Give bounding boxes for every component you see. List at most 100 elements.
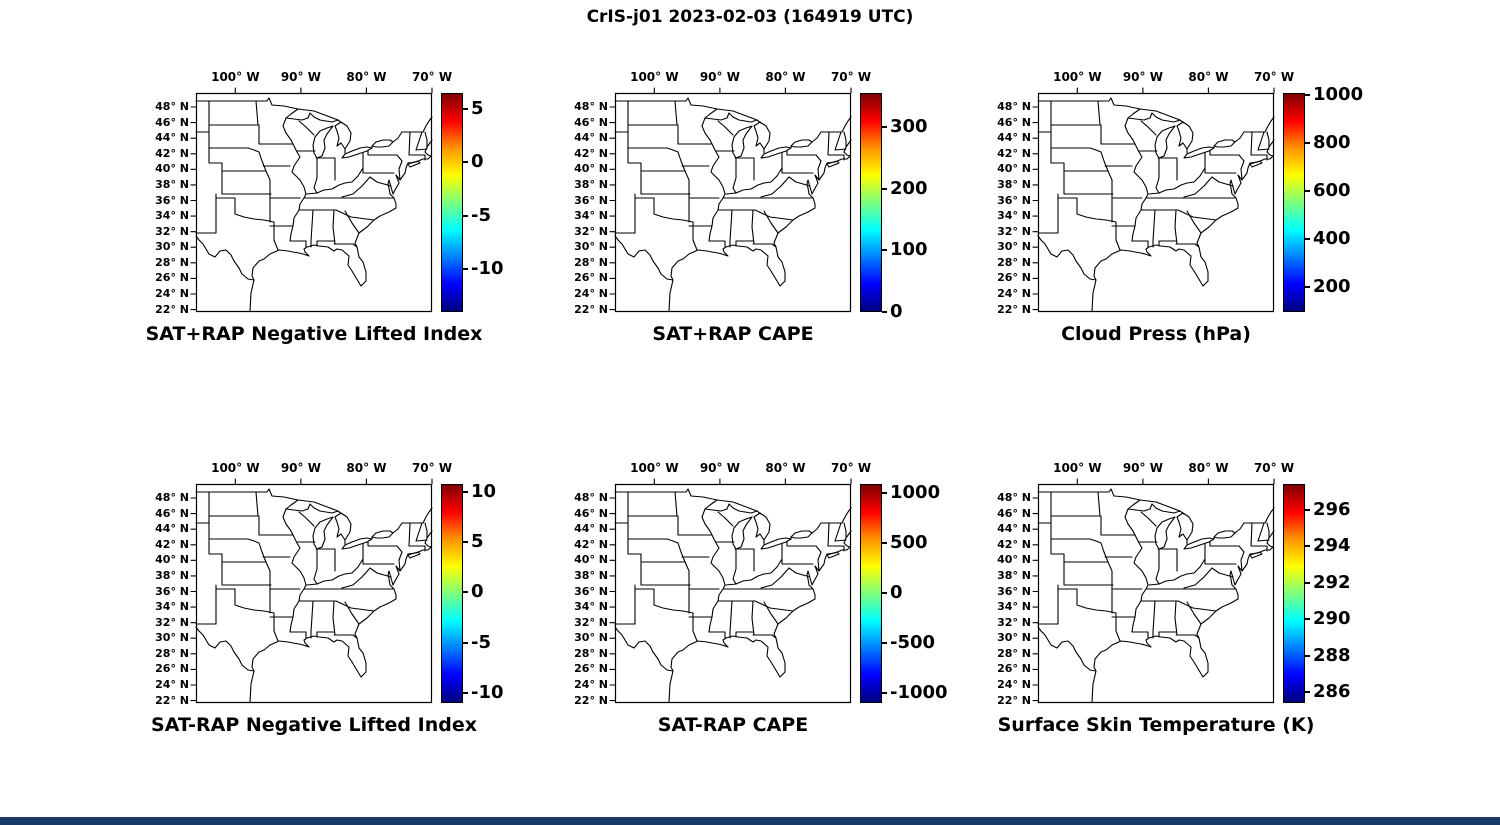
colorbar-tick-label: -10 bbox=[471, 681, 504, 703]
lat-tick-label: 38° N bbox=[997, 177, 1031, 191]
lat-tick-label: 38° N bbox=[574, 177, 608, 191]
lon-tick-label: 80° W bbox=[765, 70, 806, 84]
colorbar-tick-label: 286 bbox=[1313, 681, 1351, 703]
lat-tick-label: 26° N bbox=[574, 271, 608, 285]
colorbar-tick bbox=[463, 161, 468, 164]
panel-title-surface-skin-temperature: Surface Skin Temperature (K) bbox=[997, 714, 1315, 736]
colorbar-sat-plus-rap-cape bbox=[860, 93, 882, 312]
colorbar-tick-label: 300 bbox=[890, 115, 928, 137]
lat-tick-label: 30° N bbox=[574, 240, 608, 254]
colorbar-tick bbox=[1305, 238, 1310, 240]
colorbar-tick bbox=[463, 268, 468, 271]
colorbar-tick bbox=[1305, 691, 1310, 694]
colorbar-sat-minus-rap-negative-lifted-index bbox=[441, 484, 463, 703]
lon-tick-label: 70° W bbox=[830, 461, 872, 475]
lat-tick-label: 22° N bbox=[997, 302, 1031, 316]
lat-tick-label: 28° N bbox=[997, 646, 1031, 660]
us-basemap-surface-skin-temperature bbox=[1032, 478, 1275, 704]
lat-tick-label: 30° N bbox=[997, 631, 1031, 645]
colorbar-tick bbox=[463, 591, 468, 594]
colorbar-tick bbox=[463, 641, 468, 644]
colorbar-tick-label: -5 bbox=[471, 204, 491, 226]
lat-tick-label: 44° N bbox=[997, 522, 1031, 536]
lat-tick-label: 42° N bbox=[574, 146, 608, 160]
lon-tick-label: 90° W bbox=[280, 461, 321, 475]
colorbar-tick-label: -5 bbox=[471, 631, 491, 653]
lon-tick-label: 90° W bbox=[699, 461, 740, 475]
lat-tick-label: 34° N bbox=[574, 600, 608, 614]
lon-tick-label: 100° W bbox=[211, 461, 260, 475]
lat-tick-label: 32° N bbox=[997, 615, 1031, 629]
colorbar-tick bbox=[463, 491, 468, 494]
lat-tick-label: 32° N bbox=[574, 615, 608, 629]
colorbar-tick-label: 200 bbox=[1313, 275, 1351, 297]
colorbar-tick bbox=[1305, 654, 1310, 657]
colorbar-tick-label: 10 bbox=[471, 481, 497, 503]
colorbar-tick bbox=[1305, 581, 1310, 584]
lat-tick-label: 28° N bbox=[155, 646, 189, 660]
lat-tick-label: 24° N bbox=[155, 678, 189, 692]
lat-tick-label: 40° N bbox=[574, 553, 608, 567]
lon-tick-label: 70° W bbox=[1253, 461, 1295, 475]
lat-tick-label: 38° N bbox=[155, 568, 189, 582]
lon-tick-label: 100° W bbox=[211, 70, 260, 84]
colorbar-tick-label: 296 bbox=[1313, 498, 1351, 520]
lon-tick-label: 90° W bbox=[699, 70, 740, 84]
colorbar-tick bbox=[463, 108, 468, 111]
lat-tick-label: 48° N bbox=[997, 100, 1031, 114]
lon-tick-label: 70° W bbox=[411, 461, 453, 475]
colorbar-tick-label: 290 bbox=[1313, 608, 1351, 630]
lat-tick-label: 24° N bbox=[155, 287, 189, 301]
lat-tick-label: 46° N bbox=[155, 115, 189, 129]
colorbar-tick-label: -10 bbox=[471, 258, 504, 280]
lat-tick-label: 40° N bbox=[997, 162, 1031, 176]
colorbar-tick-label: 0 bbox=[471, 151, 484, 173]
colorbar-surface-skin-temperature bbox=[1283, 484, 1305, 703]
colorbar-tick bbox=[1305, 142, 1310, 145]
lat-tick-label: 44° N bbox=[155, 522, 189, 536]
lat-tick-label: 28° N bbox=[155, 255, 189, 269]
colorbar-tick bbox=[1305, 545, 1310, 548]
lat-tick-label: 34° N bbox=[155, 209, 189, 223]
lat-tick-label: 48° N bbox=[997, 491, 1031, 505]
lat-tick-label: 48° N bbox=[574, 100, 608, 114]
lat-tick-label: 32° N bbox=[155, 224, 189, 238]
lon-tick-label: 80° W bbox=[765, 461, 806, 475]
lat-tick-label: 22° N bbox=[574, 693, 608, 707]
lat-tick-label: 30° N bbox=[155, 631, 189, 645]
colorbar-tick bbox=[1305, 285, 1310, 288]
lat-tick-label: 30° N bbox=[574, 631, 608, 645]
colorbar-tick bbox=[882, 125, 887, 128]
bottom-bar bbox=[0, 817, 1500, 825]
colorbar-tick bbox=[882, 491, 887, 494]
lat-tick-label: 36° N bbox=[574, 193, 608, 207]
lat-tick-label: 44° N bbox=[574, 131, 608, 145]
colorbar-tick-label: -500 bbox=[890, 631, 936, 653]
lon-tick-label: 80° W bbox=[1188, 461, 1229, 475]
lat-tick-label: 28° N bbox=[574, 255, 608, 269]
colorbar-tick-label: 500 bbox=[890, 531, 928, 553]
lat-tick-label: 40° N bbox=[574, 162, 608, 176]
lon-tick-label: 80° W bbox=[346, 461, 387, 475]
panel-title-sat-plus-rap-negative-lifted-index: SAT+RAP Negative Lifted Index bbox=[145, 323, 483, 345]
lat-tick-label: 38° N bbox=[997, 568, 1031, 582]
lat-tick-label: 24° N bbox=[574, 678, 608, 692]
colorbar-tick-label: 1000 bbox=[890, 481, 941, 503]
colorbar-tick bbox=[882, 187, 887, 190]
lat-tick-label: 30° N bbox=[155, 240, 189, 254]
colorbar-tick bbox=[463, 214, 468, 217]
colorbar-tick-label: 288 bbox=[1313, 644, 1351, 666]
colorbar-sat-minus-rap-cape bbox=[860, 484, 882, 703]
lat-tick-label: 36° N bbox=[997, 193, 1031, 207]
lon-tick-label: 70° W bbox=[830, 70, 872, 84]
colorbar-tick-label: 0 bbox=[890, 581, 903, 603]
lat-tick-label: 46° N bbox=[155, 506, 189, 520]
us-basemap-cloud-press bbox=[1032, 87, 1275, 313]
colorbar-tick-label: 200 bbox=[890, 177, 928, 199]
lat-tick-label: 32° N bbox=[574, 224, 608, 238]
lat-tick-label: 46° N bbox=[574, 506, 608, 520]
lat-tick-label: 26° N bbox=[574, 662, 608, 676]
lat-tick-label: 42° N bbox=[997, 146, 1031, 160]
lon-tick-label: 90° W bbox=[1122, 70, 1163, 84]
